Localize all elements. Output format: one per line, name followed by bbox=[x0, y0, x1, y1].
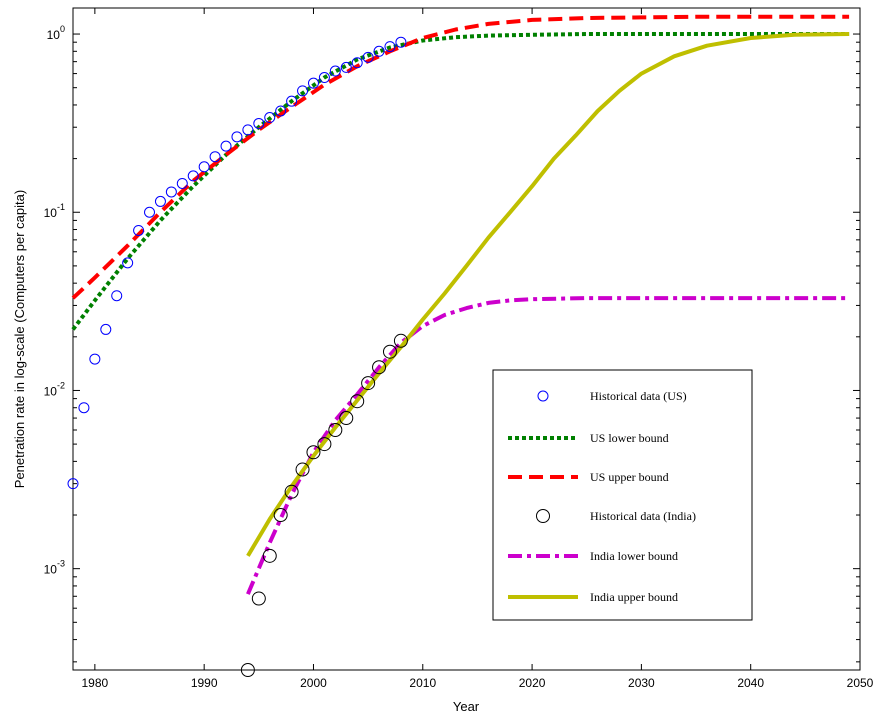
data-point bbox=[382, 344, 397, 359]
data-point bbox=[307, 77, 319, 89]
data-point bbox=[253, 117, 265, 129]
data-point bbox=[273, 508, 288, 523]
data-point bbox=[362, 51, 374, 63]
y-tick-label: 10-3 bbox=[44, 559, 65, 577]
data-point bbox=[111, 290, 123, 302]
y-axis-label: Penetration rate in log-scale (Computers… bbox=[12, 190, 27, 488]
legend-label: India upper bound bbox=[590, 590, 678, 604]
series-0-markers bbox=[67, 36, 407, 490]
legend-label: India lower bound bbox=[590, 549, 678, 563]
data-point bbox=[264, 112, 276, 124]
data-point bbox=[384, 41, 396, 53]
x-tick-label: 1990 bbox=[191, 676, 218, 690]
data-point bbox=[393, 333, 408, 348]
legend-label: Historical data (US) bbox=[590, 389, 687, 403]
axis-ticks bbox=[73, 8, 861, 670]
data-point bbox=[262, 548, 277, 563]
x-tick-label: 2030 bbox=[628, 676, 655, 690]
legend-entry: US upper bound bbox=[508, 470, 669, 484]
data-point bbox=[372, 360, 387, 375]
series-line-1 bbox=[71, 32, 850, 331]
data-point bbox=[198, 161, 210, 173]
y-tick-label: 100 bbox=[47, 24, 65, 42]
x-tick-label: 2020 bbox=[519, 676, 546, 690]
data-point bbox=[339, 411, 354, 426]
series-line-5 bbox=[246, 32, 850, 557]
x-tick-label: 2050 bbox=[847, 676, 874, 690]
data-point bbox=[78, 402, 90, 414]
data-point bbox=[100, 323, 112, 335]
legend-label: US lower bound bbox=[590, 431, 669, 445]
data-point bbox=[317, 437, 332, 452]
data-point bbox=[144, 206, 156, 218]
x-axis-label: Year bbox=[453, 699, 480, 714]
legend-entry: India upper bound bbox=[508, 590, 678, 604]
data-point bbox=[361, 376, 376, 391]
legend: Historical data (US) US lower bound US upp… bbox=[492, 369, 753, 621]
data-point bbox=[176, 177, 188, 189]
data-point bbox=[295, 462, 310, 477]
data-point bbox=[275, 105, 287, 117]
data-point bbox=[209, 151, 221, 163]
data-point bbox=[89, 353, 101, 365]
data-point bbox=[350, 394, 365, 409]
data-point bbox=[122, 257, 134, 269]
data-point bbox=[329, 65, 341, 77]
legend-entry: India lower bound bbox=[508, 549, 678, 563]
legend-box bbox=[492, 369, 753, 621]
y-tick-base: 10 bbox=[47, 28, 61, 42]
data-point bbox=[240, 663, 255, 677]
y-tick-base: 10 bbox=[44, 384, 58, 398]
data-point bbox=[340, 61, 352, 73]
y-tick-exponent: 0 bbox=[60, 24, 65, 34]
data-point bbox=[67, 478, 79, 490]
x-tick-label: 2010 bbox=[409, 676, 436, 690]
y-tick-base: 10 bbox=[44, 206, 58, 220]
data-point bbox=[187, 170, 199, 182]
series-layer bbox=[67, 14, 850, 677]
data-point bbox=[328, 422, 343, 437]
x-tick-label: 2040 bbox=[737, 676, 764, 690]
data-point bbox=[395, 36, 407, 48]
data-point bbox=[154, 195, 166, 207]
legend-entry: Historical data (India) bbox=[536, 509, 696, 523]
y-tick-base: 10 bbox=[44, 563, 58, 577]
data-point bbox=[373, 45, 385, 57]
axis-tick-labels: 1980 1990 2000 2010 2020 2030 2040 205010-310-2… bbox=[44, 24, 874, 690]
data-point bbox=[351, 57, 363, 69]
legend-label: Historical data (India) bbox=[590, 509, 696, 523]
y-tick-exponent: -2 bbox=[57, 380, 65, 390]
series-3-markers bbox=[240, 333, 408, 677]
x-tick-label: 1980 bbox=[82, 676, 109, 690]
legend-entry: Historical data (US) bbox=[537, 389, 687, 403]
legend-entry: US lower bound bbox=[508, 431, 669, 445]
data-point bbox=[165, 186, 177, 198]
data-point bbox=[231, 131, 243, 143]
y-tick-exponent: -3 bbox=[57, 559, 65, 569]
data-point bbox=[251, 591, 266, 606]
legend-marker bbox=[537, 390, 549, 402]
data-point bbox=[284, 484, 299, 499]
data-point bbox=[286, 95, 298, 107]
data-point bbox=[306, 445, 321, 460]
data-point bbox=[133, 224, 145, 236]
data-point bbox=[242, 124, 254, 136]
data-point bbox=[297, 85, 309, 97]
y-tick-exponent: -1 bbox=[57, 202, 65, 212]
data-point bbox=[220, 140, 232, 152]
y-tick-label: 10-1 bbox=[44, 202, 65, 220]
legend-marker bbox=[536, 509, 550, 523]
data-point bbox=[318, 72, 330, 84]
y-tick-label: 10-2 bbox=[44, 380, 65, 398]
x-tick-label: 2000 bbox=[300, 676, 327, 690]
legend-label: US upper bound bbox=[590, 470, 669, 484]
